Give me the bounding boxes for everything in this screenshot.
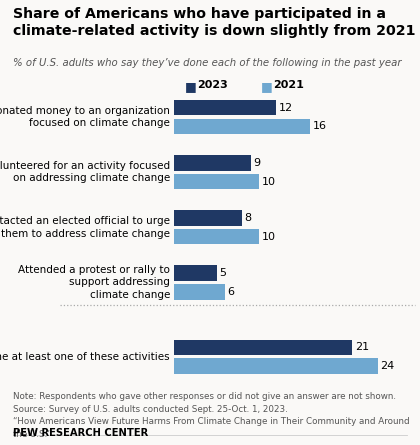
Bar bbox=[174, 100, 276, 115]
Bar bbox=[174, 174, 259, 189]
Text: Source: Survey of U.S. adults conducted Sept. 25-Oct. 1, 2023.: Source: Survey of U.S. adults conducted … bbox=[13, 405, 287, 414]
Text: 24: 24 bbox=[381, 361, 394, 371]
Text: Donated money to an organization
focused on climate change: Donated money to an organization focused… bbox=[0, 106, 170, 128]
Text: 6: 6 bbox=[228, 287, 235, 297]
Bar bbox=[174, 229, 259, 244]
Text: 2023: 2023 bbox=[197, 80, 228, 90]
Text: ■: ■ bbox=[185, 80, 197, 93]
Text: Done at least one of these activities: Done at least one of these activities bbox=[0, 352, 170, 362]
Text: % of U.S. adults who say they’ve done each of the following in the past year: % of U.S. adults who say they’ve done ea… bbox=[13, 58, 401, 68]
Text: 5: 5 bbox=[219, 268, 226, 278]
Bar bbox=[174, 340, 352, 355]
Text: ■: ■ bbox=[260, 80, 272, 93]
Bar bbox=[174, 284, 225, 299]
Bar bbox=[174, 265, 217, 281]
Text: the U.S.”: the U.S.” bbox=[13, 430, 51, 439]
Text: Contacted an elected official to urge
them to address climate change: Contacted an elected official to urge th… bbox=[0, 216, 170, 239]
Text: 16: 16 bbox=[312, 121, 326, 131]
Bar bbox=[174, 210, 242, 226]
Text: Volunteered for an activity focused
on addressing climate change: Volunteered for an activity focused on a… bbox=[0, 161, 170, 183]
Text: 21: 21 bbox=[355, 343, 369, 352]
Bar bbox=[174, 359, 378, 374]
Text: Share of Americans who have participated in a
climate-related activity is down s: Share of Americans who have participated… bbox=[13, 7, 415, 38]
Text: “How Americans View Future Harms From Climate Change in Their Community and Arou: “How Americans View Future Harms From Cl… bbox=[13, 417, 409, 426]
Text: 10: 10 bbox=[262, 232, 276, 242]
Bar bbox=[174, 119, 310, 134]
Bar bbox=[174, 155, 251, 170]
Text: PEW RESEARCH CENTER: PEW RESEARCH CENTER bbox=[13, 429, 148, 438]
Text: Attended a protest or rally to
support addressing
climate change: Attended a protest or rally to support a… bbox=[18, 265, 170, 300]
Text: Note: Respondents who gave other responses or did not give an answer are not sho: Note: Respondents who gave other respons… bbox=[13, 392, 396, 401]
Text: 9: 9 bbox=[253, 158, 260, 168]
Text: 2021: 2021 bbox=[273, 80, 304, 90]
Text: 10: 10 bbox=[262, 177, 276, 186]
Text: 12: 12 bbox=[278, 103, 293, 113]
Text: 8: 8 bbox=[245, 213, 252, 223]
